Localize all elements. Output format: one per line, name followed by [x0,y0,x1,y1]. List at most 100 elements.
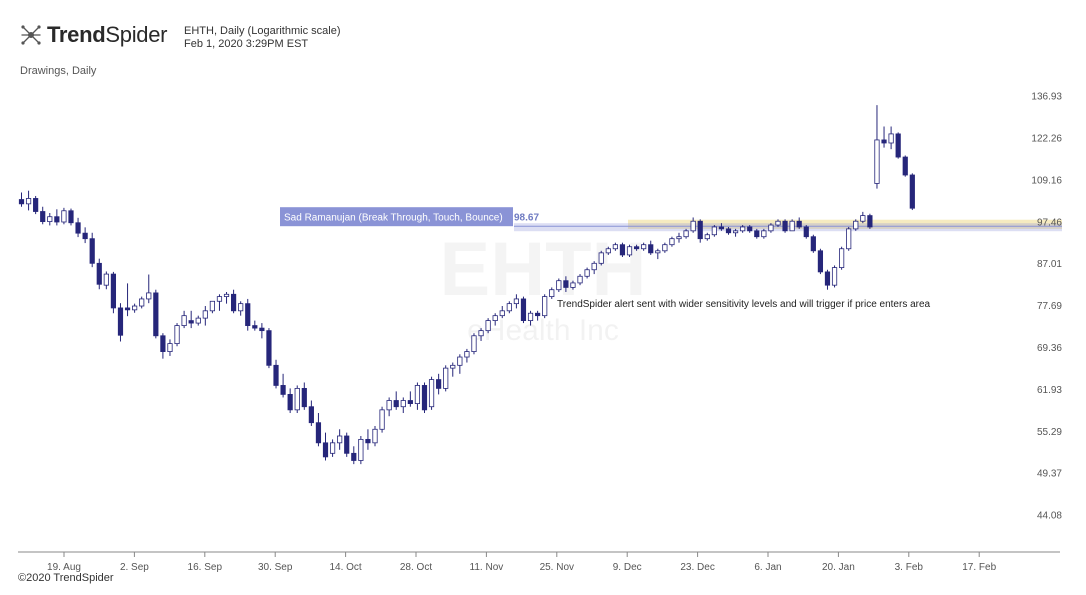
candle-body-down [252,325,258,329]
x-tick-label: 28. Oct [400,562,432,573]
candle-body-down [697,220,703,240]
candle [796,217,802,229]
candle [718,223,725,231]
candle [68,208,74,226]
candle [563,276,569,292]
candle-body-up [831,267,838,286]
candle [485,318,491,334]
candle-body-up [492,315,498,321]
candle [386,397,392,417]
candle [605,246,611,255]
candle [874,105,880,189]
alert-label: Sad Ramanujan (Break Through, Touch, Bou… [284,213,503,224]
candle-body-up [853,220,859,230]
candle [18,192,25,207]
candle [619,242,626,258]
candle-body-up [612,244,618,250]
candle [867,213,873,229]
candle-body-up [209,300,215,312]
x-tick-label: 6. Jan [754,562,781,573]
y-tick-label: 97.46 [1037,217,1062,228]
candle-body-up [25,198,32,205]
candle-body-up [662,244,668,252]
candle [902,155,908,177]
candle-body-down [393,400,399,408]
chart-header: EHTH, Daily (Logarithmic scale) Feb 1, 2… [184,25,340,51]
candle [400,397,406,414]
candle-body-down [633,246,640,250]
candle [761,228,767,239]
candle-body-up [450,364,456,369]
candle [556,278,562,292]
y-tick-label: 87.01 [1037,259,1062,270]
candle [457,354,463,374]
alert-level[interactable]: Sad Ramanujan (Break Through, Touch, Bou… [280,207,1062,232]
candle [732,228,739,237]
candle [393,391,399,410]
candle-body-up [584,269,590,277]
candle [301,382,307,410]
candle [351,446,357,465]
x-tick-label: 11. Nov [470,562,504,573]
candle [443,365,449,392]
candle-body-up [372,428,378,444]
candle [280,373,286,398]
candle [216,294,223,311]
candle-body-up [888,133,894,144]
candle-body-up [174,325,180,344]
candle [337,429,343,450]
candle [259,323,265,339]
candle [252,320,258,331]
candle [711,225,717,237]
y-tick-label: 44.08 [1037,511,1062,522]
candle-body-up [478,330,484,337]
candle-body-up [132,305,138,311]
x-tick-label: 16. Sep [188,562,223,573]
candle [344,432,350,457]
candle [209,300,215,314]
candle-body-down [315,422,322,444]
candle [238,301,244,316]
y-tick-label: 49.37 [1037,469,1062,480]
candle-body-up [740,226,746,232]
candle-body-down [436,379,442,389]
candle-body-up [499,310,505,317]
candle-body-up [711,226,717,236]
candle [527,310,534,326]
candle-body-down [909,174,915,209]
candle-body-down [718,226,725,230]
candle [803,225,809,239]
candle-body-down [810,236,816,252]
candle [223,291,230,304]
candle [662,242,668,253]
candle [202,306,208,326]
candle-body-down [110,273,117,309]
candle [117,303,124,342]
candle-body-up [238,303,244,312]
candle [789,219,795,232]
candle-body-up [464,351,470,358]
candle [506,301,512,314]
candle [683,228,689,239]
candle-body-down [117,307,124,336]
candle-body-up [202,310,208,319]
candle [54,209,60,226]
candle-body-down [153,292,159,337]
candle-body-up [676,236,682,240]
candle [513,294,520,309]
y-tick-label: 55.29 [1037,427,1062,438]
candle [372,425,378,447]
candle [139,296,145,309]
candle-body-up [358,438,364,461]
price-alert-zone[interactable] [628,219,1062,229]
candle-body-down [259,327,265,332]
candle-body-down [563,280,569,288]
candle [747,225,753,233]
candle [817,248,824,275]
alert-annotation: TrendSpider alert sent with wider sensit… [557,299,931,310]
candle [124,283,131,317]
candle-body-down [124,307,131,311]
candle-body-up [513,298,520,305]
x-tick-label: 2. Sep [120,562,149,573]
